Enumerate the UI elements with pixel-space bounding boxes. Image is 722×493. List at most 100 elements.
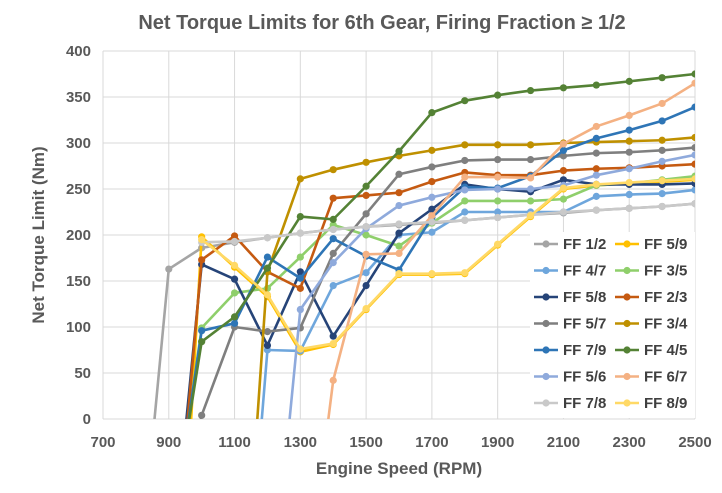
data-point [329, 282, 337, 290]
data-point [592, 165, 600, 173]
data-point [559, 176, 568, 184]
series-line [288, 153, 695, 419]
data-point [625, 204, 633, 212]
data-point [329, 194, 337, 202]
data-point [526, 197, 535, 205]
data-point [296, 253, 304, 261]
legend-item[interactable]: FF 5/9 [615, 236, 687, 253]
data-point [428, 146, 436, 154]
data-point [592, 81, 600, 89]
data-point [329, 235, 337, 243]
series-ff-5-6 [288, 151, 695, 419]
data-point [362, 182, 370, 190]
legend[interactable]: FF 1/2 FF 5/9 FF 4/7 FF 3/5 FF 5/8 FF 2/3 FF 5… [530, 232, 695, 418]
series-ff-6-7 [327, 79, 695, 419]
data-point [658, 146, 666, 154]
data-point [263, 253, 272, 261]
x-tick-labels: 700 900 1100 1300 1500 1700 1900 2100 2300 2500 [90, 434, 711, 451]
data-point [296, 213, 304, 221]
data-point [461, 97, 469, 105]
data-point [428, 109, 436, 117]
data-point [691, 103, 695, 111]
data-point [428, 212, 436, 220]
legend-item[interactable]: FF 5/7 [534, 316, 606, 333]
legend-label: FF 7/8 [563, 395, 606, 412]
legend-item[interactable]: FF 5/8 [534, 289, 606, 306]
chart-title: Net Torque Limits for 6th Gear, Firing F… [138, 12, 625, 34]
series-line [200, 177, 695, 351]
data-point [230, 237, 239, 246]
y-tick-label: 350 [66, 89, 91, 106]
data-point [625, 111, 633, 119]
data-point [526, 212, 535, 220]
data-point [428, 228, 436, 236]
data-point [428, 205, 436, 213]
data-point [461, 186, 469, 194]
y-tick-label: 150 [66, 273, 91, 290]
legend-item[interactable]: FF 3/5 [615, 263, 687, 280]
legend-item[interactable]: FF 4/5 [615, 342, 687, 359]
data-point [230, 319, 239, 327]
data-point [198, 327, 206, 335]
data-point [395, 270, 403, 278]
data-point [230, 289, 239, 297]
data-point [395, 220, 403, 228]
data-point [263, 341, 272, 349]
data-point [461, 208, 469, 216]
data-point [395, 242, 403, 250]
data-point [230, 261, 239, 269]
legend-item[interactable]: FF 5/6 [534, 369, 606, 386]
data-point [428, 193, 436, 201]
x-tick-label: 1700 [415, 434, 448, 451]
data-point [461, 156, 469, 165]
legend-swatch-marker [542, 346, 550, 354]
data-point [625, 165, 633, 173]
legend-label: FF 5/9 [644, 236, 687, 253]
data-point [691, 79, 695, 87]
data-point [230, 232, 239, 240]
legend-item[interactable]: FF 2/3 [615, 289, 687, 306]
legend-label: FF 3/4 [644, 316, 688, 333]
data-point [559, 208, 568, 216]
y-axis-title: Net Torque Limit (Nm) [29, 146, 48, 323]
x-tick-label: 1500 [349, 434, 382, 451]
legend-label: FF 7/9 [563, 342, 606, 359]
data-point [625, 126, 633, 134]
legend-item[interactable]: FF 8/9 [615, 395, 687, 412]
data-point [592, 149, 600, 157]
legend-label: FF 3/5 [644, 263, 687, 280]
legend-label: FF 6/7 [644, 369, 687, 386]
legend-swatch-marker [623, 319, 631, 328]
legend-item[interactable]: FF 6/7 [615, 369, 687, 386]
series-lines [153, 70, 695, 419]
legend-item[interactable]: FF 3/4 [615, 316, 688, 333]
data-point [198, 256, 206, 264]
data-point [691, 70, 695, 78]
data-point [625, 77, 633, 85]
x-tick-label: 1300 [284, 434, 317, 451]
data-point [559, 152, 568, 160]
data-point [658, 202, 666, 211]
legend-item[interactable]: FF 1/2 [534, 236, 606, 253]
data-point [625, 137, 633, 145]
data-point [494, 240, 502, 248]
legend-swatch-marker [542, 293, 550, 301]
data-point [494, 91, 502, 99]
data-point [658, 99, 666, 108]
data-point [494, 155, 502, 164]
legend-swatch-marker [623, 293, 631, 301]
legend-item[interactable]: FF 7/8 [534, 395, 606, 412]
data-point [428, 218, 436, 226]
legend-item[interactable]: FF 4/7 [534, 263, 606, 280]
data-point [461, 269, 469, 277]
legend-item[interactable]: FF 7/9 [534, 342, 606, 359]
legend-swatch-marker [542, 399, 550, 407]
y-tick-label: 0 [83, 411, 91, 428]
x-tick-label: 700 [90, 434, 115, 451]
legend-swatch-marker [623, 266, 631, 275]
data-point [461, 216, 469, 224]
y-tick-label: 100 [66, 319, 91, 336]
data-point [329, 249, 337, 257]
data-point [461, 197, 469, 205]
